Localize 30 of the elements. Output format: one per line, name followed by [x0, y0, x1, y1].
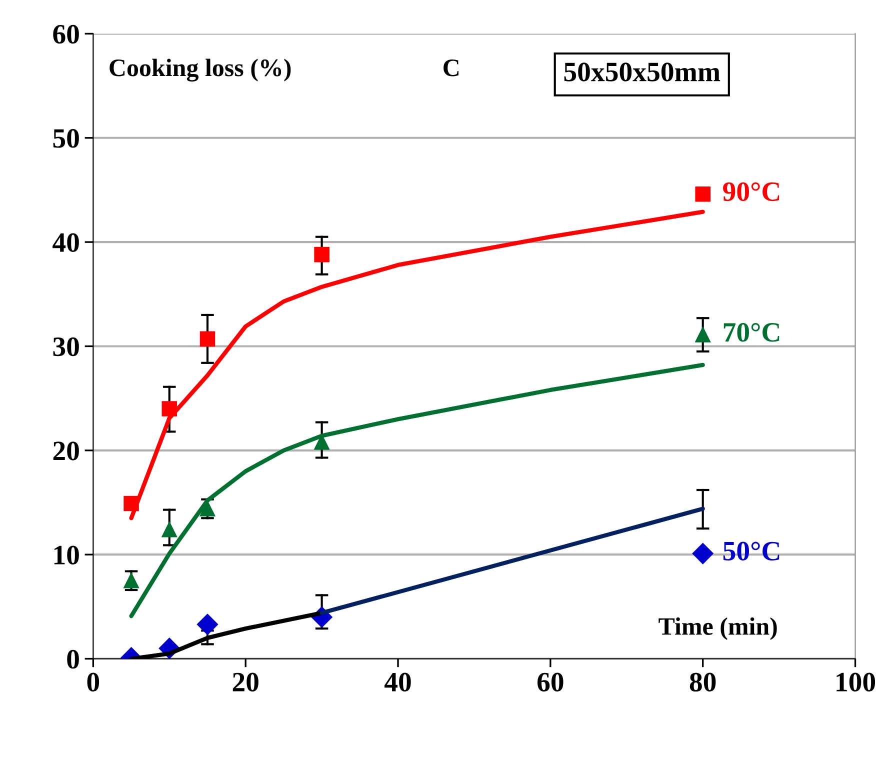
series-label: 90°C — [723, 182, 780, 202]
x-tick-label: 0 — [87, 672, 100, 692]
x-axis-title: Time (min) — [658, 617, 777, 640]
x-tick-label: 100 — [836, 672, 876, 692]
series-label: 70°C — [724, 322, 780, 342]
x-tick-label: 80 — [690, 672, 716, 692]
point — [695, 186, 710, 202]
y-tick-label: 10 — [54, 546, 79, 564]
point — [695, 327, 710, 342]
y-tick-label: 50 — [53, 129, 79, 148]
y-axis-title: Cooking loss (%) — [110, 58, 291, 82]
x-tick-label: 20 — [232, 672, 258, 692]
series-label: 50°C — [723, 542, 780, 560]
point — [200, 501, 216, 516]
point — [124, 572, 139, 588]
y-tick-label: 30 — [53, 337, 79, 356]
x-tick-label: 60 — [537, 672, 564, 692]
y-tick-label: 60 — [53, 24, 79, 44]
annotation: 50x50x50mm — [564, 62, 720, 82]
y-tick-label: 40 — [52, 233, 79, 252]
point — [692, 543, 714, 564]
y-tick-label: 0 — [67, 650, 79, 669]
point — [162, 522, 178, 538]
point — [196, 614, 218, 635]
point — [314, 246, 330, 262]
line-series — [129, 362, 705, 618]
x-tick-label: 40 — [384, 672, 411, 692]
annotation: C — [444, 60, 458, 76]
y-tick-label: 20 — [53, 442, 79, 460]
point — [200, 331, 216, 347]
